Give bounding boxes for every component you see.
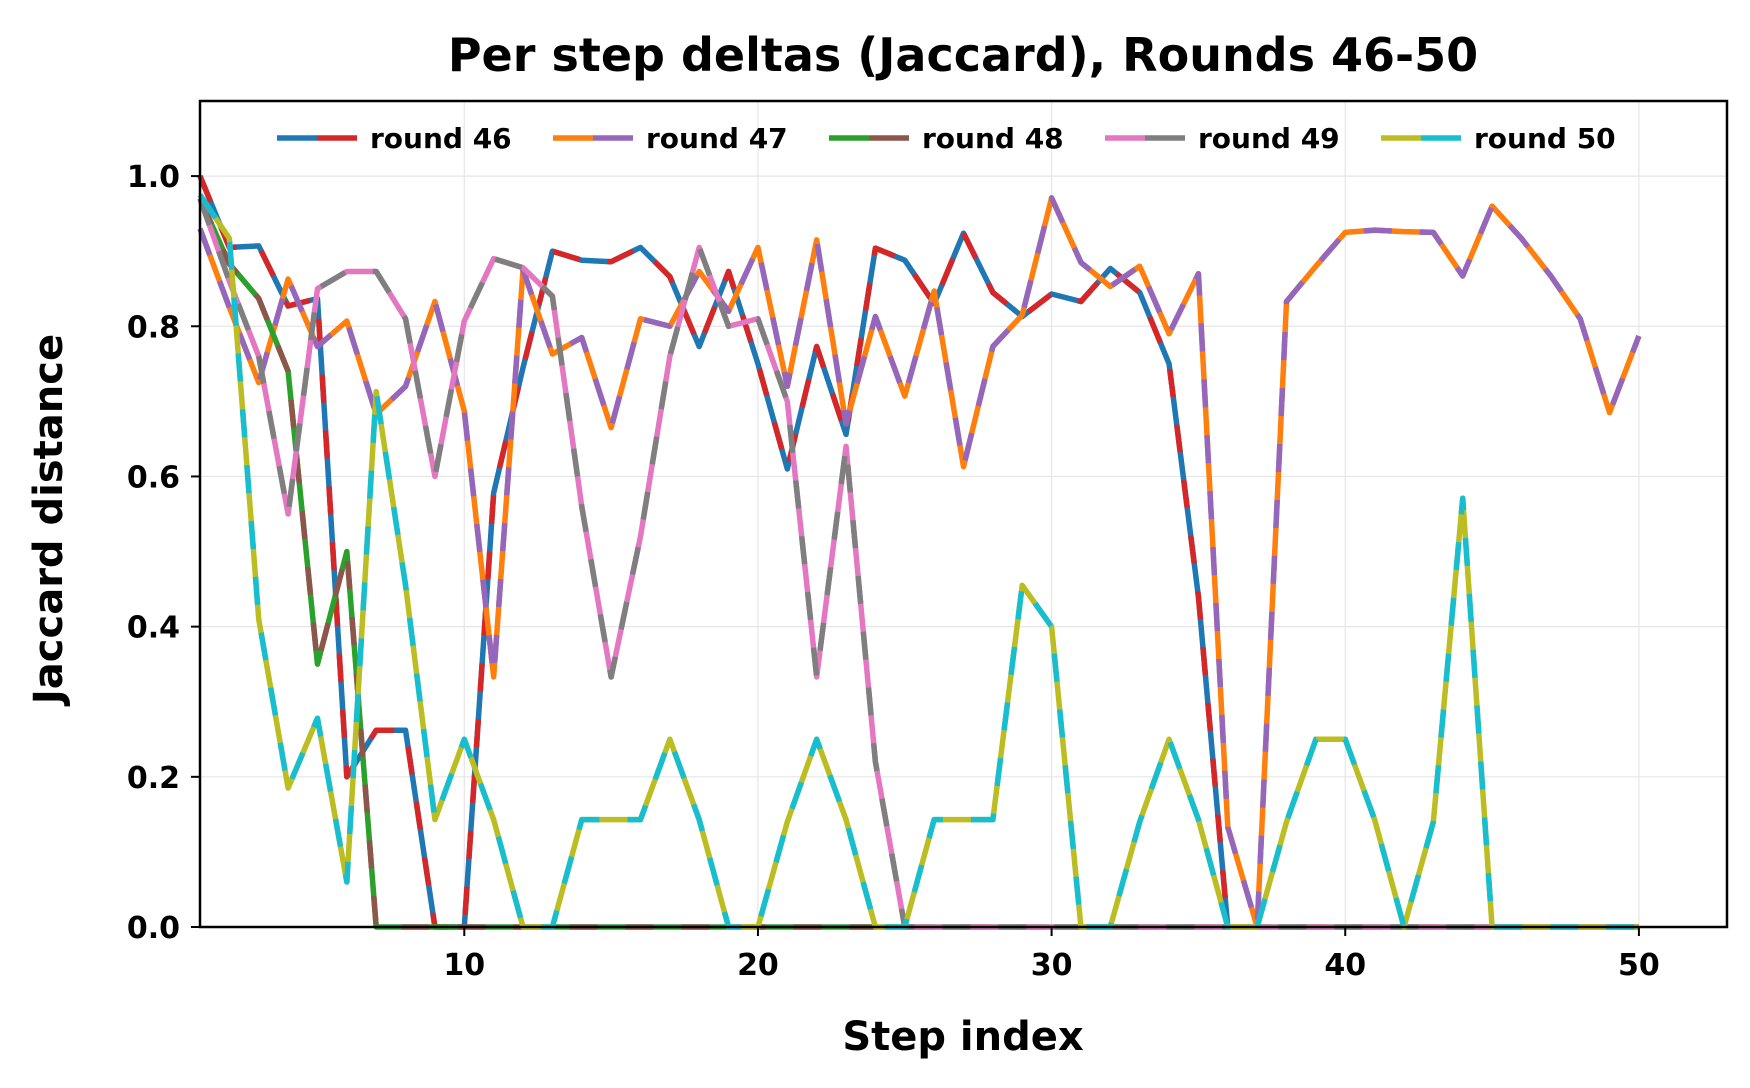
series-line-round-46-alt: [197, 175, 1231, 930]
x-tick-label: 10: [443, 948, 485, 983]
x-tick-label: 50: [1618, 948, 1660, 983]
x-axis-label: Step index: [842, 1014, 1084, 1060]
legend: round 46 round 47 round 48 round 49 round 50: [277, 122, 1616, 155]
legend-label: round 46: [370, 122, 512, 155]
x-tick-label: 20: [737, 948, 779, 983]
legend-label: round 50: [1474, 122, 1616, 155]
x-tick-label: 40: [1324, 948, 1366, 983]
y-tick-label: 1.0: [127, 160, 180, 195]
x-tick-label: 30: [1031, 948, 1073, 983]
chart-title: Per step deltas (Jaccard), Rounds 46-50: [448, 28, 1478, 82]
legend-label: round 47: [646, 122, 788, 155]
y-axis-label: Jaccard distance: [26, 334, 72, 707]
y-tick-label: 0.8: [127, 310, 180, 345]
axis-ticks: 10 20 30 40 50 0.0 0.2 0.4 0.6 0.8 1.0: [127, 160, 1660, 983]
y-tick-label: 0.0: [127, 911, 180, 946]
series-lines: [197, 175, 1642, 930]
y-tick-label: 0.2: [127, 761, 180, 796]
y-tick-label: 0.4: [127, 611, 180, 646]
plot-frame: [198, 99, 1729, 929]
series-line-round-47-alt: [197, 195, 1642, 930]
legend-label: round 49: [1198, 122, 1340, 155]
y-tick-label: 0.6: [127, 460, 180, 495]
grid-lines: [200, 101, 1727, 928]
series-line-round-50-alt: [197, 193, 1639, 930]
legend-label: round 48: [922, 122, 1064, 155]
